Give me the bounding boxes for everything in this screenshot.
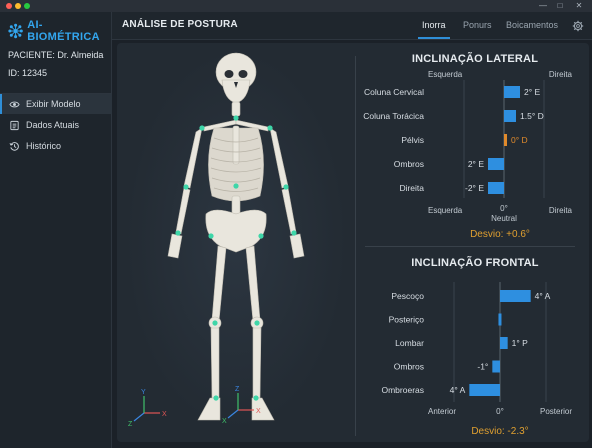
bar (504, 110, 516, 122)
bar (504, 86, 520, 98)
brand-logo-icon (8, 23, 23, 39)
header-bar: ANÁLISE DE POSTURA Inorra Ponurs Boicame… (112, 12, 592, 40)
chart-divider (365, 246, 575, 247)
patient-name: PACIENTE: Dr. Almeida (8, 50, 104, 60)
lateral-chart-title: INCLINAÇÃO LATERAL (411, 53, 539, 65)
axis-left-label: Anterior (428, 407, 456, 416)
gear-icon[interactable] (572, 20, 584, 32)
bar (504, 134, 507, 146)
svg-text:Y: Y (141, 389, 146, 396)
bar (488, 182, 504, 194)
category-label: Ombros (394, 159, 424, 169)
value-label: 4° A (450, 385, 466, 395)
category-label: Posteriço (389, 315, 425, 325)
sidebar-item-exibir-modelo[interactable]: Exibir Modelo (0, 94, 112, 114)
tab-boicamentos[interactable]: Boicamentos (506, 20, 559, 30)
sidebar-item-dados-atuais[interactable]: Dados Atuais (0, 115, 112, 135)
sidebar: AI-BIOMÉTRICA PACIENTE: Dr. Almeida ID: … (0, 12, 112, 448)
bar (500, 290, 531, 302)
value-label: 1° P (512, 338, 528, 348)
lateral-deviation: Desvio: +0.6° (470, 229, 530, 240)
divider (0, 93, 112, 94)
zero-label: 0° (500, 204, 508, 213)
bar (488, 158, 504, 170)
brand-name: AI-BIOMÉTRICA (27, 19, 100, 43)
svg-text:X: X (256, 408, 261, 415)
maximize-icon[interactable]: □ (557, 1, 563, 10)
frontal-tilt-chart: Pescoço 4° A Posteriço Lombar 1° P Ombros -1° O… (381, 282, 572, 437)
category-label: Pélvis (401, 135, 424, 145)
panel-divider (355, 56, 356, 436)
frontal-deviation: Desvio: -2.3° (471, 426, 528, 437)
svg-text:Z: Z (128, 421, 133, 428)
category-label: Ombros (394, 362, 424, 372)
axis-left-label: Esquerda (428, 206, 463, 215)
category-label: Lombar (395, 338, 424, 348)
bar (498, 313, 502, 326)
value-label: 2° E (524, 87, 540, 97)
page-title: ANÁLISE DE POSTURA (122, 19, 238, 30)
history-icon (9, 141, 19, 151)
neutral-label: Neutral (491, 214, 517, 223)
category-label: Ombroeras (381, 385, 424, 395)
sidebar-item-label: Histórico (26, 141, 62, 151)
brand: AI-BIOMÉTRICA (8, 18, 111, 44)
value-label: -1° (477, 362, 488, 372)
value-label: 0° D (511, 135, 528, 145)
category-label: Coluna Cervical (364, 87, 424, 97)
left-direction-label: Esquerda (428, 70, 463, 79)
sidebar-item-historico[interactable]: Histórico (0, 136, 112, 156)
bar (500, 337, 508, 349)
sidebar-item-label: Dados Atuais (26, 120, 80, 130)
minimize-icon[interactable]: — (539, 1, 547, 10)
zoom-dot[interactable] (24, 3, 30, 9)
svg-text:X: X (162, 411, 167, 418)
skeleton-model[interactable]: X Y Z X Z X (118, 44, 352, 440)
minimize-dot[interactable] (15, 3, 21, 9)
category-label: Direita (399, 183, 424, 193)
lateral-tilt-chart: Esquerda Direita Coluna Cervical 2° E Colu… (363, 70, 573, 240)
category-label: Coluna Torácica (363, 111, 424, 121)
skeleton-viewer[interactable]: X Y Z X Z X (118, 44, 352, 440)
value-label: 2° E (468, 159, 484, 169)
close-dot[interactable] (6, 3, 12, 9)
title-bar: — □ ✕ (0, 0, 592, 12)
bar (492, 360, 500, 373)
zero-label: 0° (496, 407, 504, 416)
document-icon (10, 120, 19, 130)
right-direction-label: Direita (549, 70, 573, 79)
category-label: Pescoço (391, 291, 424, 301)
value-label: -2° E (465, 183, 484, 193)
eye-icon (9, 101, 20, 107)
svg-text:Z: Z (235, 386, 240, 393)
xyz-axes-icon: X Y Z X Z X (128, 386, 261, 428)
value-label: 1.5° D (520, 111, 544, 121)
active-tab-indicator (418, 37, 450, 39)
frontal-chart-title: INCLINAÇÃO FRONTAL (411, 257, 539, 269)
svg-text:X: X (222, 418, 227, 425)
tab-inorra[interactable]: Inorra (422, 20, 446, 30)
patient-id: ID: 12345 (8, 68, 48, 78)
axis-right-label: Posterior (540, 407, 572, 416)
sidebar-item-label: Exibir Modelo (26, 99, 81, 109)
axis-right-label: Direita (549, 206, 573, 215)
tab-ponurs[interactable]: Ponurs (463, 20, 492, 30)
value-label: 4° A (535, 291, 551, 301)
bar (469, 384, 500, 396)
close-icon[interactable]: ✕ (575, 1, 583, 10)
